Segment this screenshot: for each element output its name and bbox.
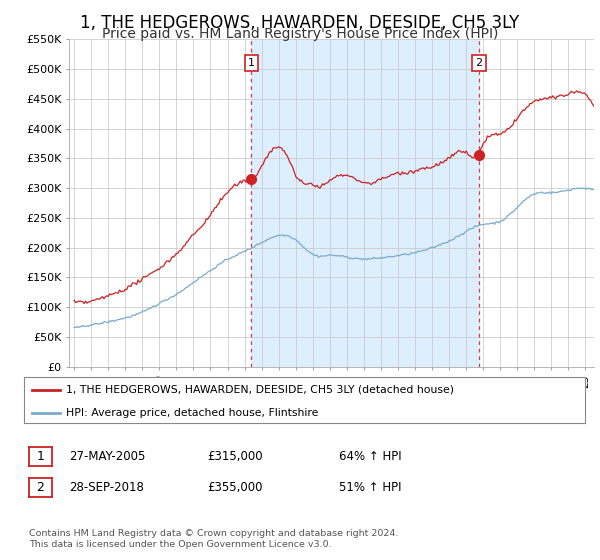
Text: £315,000: £315,000	[207, 450, 263, 463]
Text: 27-MAY-2005: 27-MAY-2005	[69, 450, 145, 463]
Text: 1, THE HEDGEROWS, HAWARDEN, DEESIDE, CH5 3LY: 1, THE HEDGEROWS, HAWARDEN, DEESIDE, CH5…	[80, 14, 520, 32]
Text: 64% ↑ HPI: 64% ↑ HPI	[339, 450, 401, 463]
Text: Price paid vs. HM Land Registry's House Price Index (HPI): Price paid vs. HM Land Registry's House …	[102, 27, 498, 41]
Text: Contains HM Land Registry data © Crown copyright and database right 2024.
This d: Contains HM Land Registry data © Crown c…	[29, 529, 398, 549]
Text: 51% ↑ HPI: 51% ↑ HPI	[339, 480, 401, 494]
Text: 2: 2	[36, 480, 44, 494]
Text: HPI: Average price, detached house, Flintshire: HPI: Average price, detached house, Flin…	[66, 408, 319, 418]
Text: 1, THE HEDGEROWS, HAWARDEN, DEESIDE, CH5 3LY (detached house): 1, THE HEDGEROWS, HAWARDEN, DEESIDE, CH5…	[66, 385, 454, 395]
Text: 28-SEP-2018: 28-SEP-2018	[69, 480, 144, 494]
Text: 2: 2	[475, 58, 482, 68]
Text: £355,000: £355,000	[207, 480, 263, 494]
Text: 1: 1	[248, 58, 255, 68]
Text: 1: 1	[36, 450, 44, 463]
Bar	[251, 39, 479, 367]
